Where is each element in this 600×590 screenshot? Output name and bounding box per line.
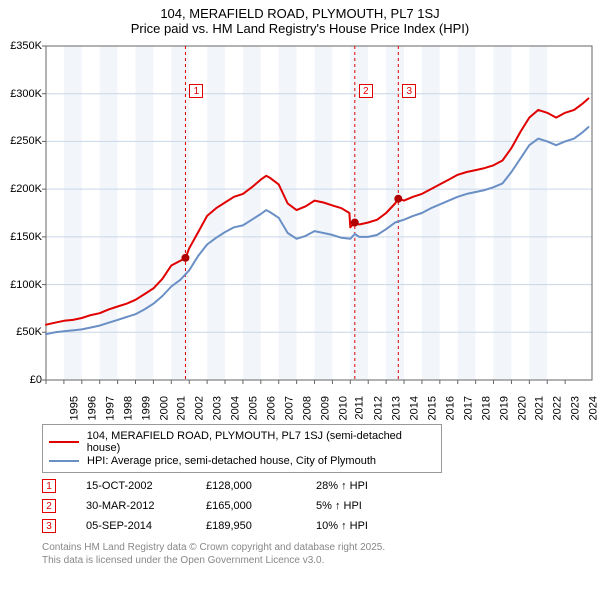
y-tick-label: £300K — [10, 88, 42, 100]
marker-flag: 1 — [189, 84, 203, 98]
sale-price: £165,000 — [206, 500, 316, 512]
y-tick-label: £50K — [16, 326, 42, 338]
sale-diff: 28% ↑ HPI — [316, 480, 416, 492]
legend-row: HPI: Average price, semi-detached house,… — [49, 455, 435, 467]
sale-date: 30-MAR-2012 — [86, 500, 206, 512]
attribution: Contains HM Land Registry data © Crown c… — [42, 541, 592, 567]
chart-svg — [0, 40, 600, 420]
x-tick-label: 2003 — [212, 396, 224, 420]
x-tick-label: 2014 — [409, 396, 421, 420]
legend: 104, MERAFIELD ROAD, PLYMOUTH, PL7 1SJ (… — [42, 424, 442, 473]
sale-row: 1 15-OCT-2002£128,00028% ↑ HPI — [42, 479, 592, 493]
x-tick-label: 1999 — [140, 396, 152, 420]
x-tick-label: 2012 — [373, 396, 385, 420]
x-tick-label: 2021 — [534, 396, 546, 420]
x-tick-label: 2010 — [337, 396, 349, 420]
x-tick-label: 2009 — [319, 396, 331, 420]
y-tick-label: £350K — [10, 40, 42, 52]
sale-marker-num: 3 — [42, 519, 56, 533]
x-tick-label: 2017 — [462, 396, 474, 420]
x-tick-label: 2022 — [552, 396, 564, 420]
legend-row: 104, MERAFIELD ROAD, PLYMOUTH, PL7 1SJ (… — [49, 430, 435, 454]
x-tick-label: 2019 — [498, 396, 510, 420]
x-tick-label: 2007 — [283, 396, 295, 420]
x-tick-label: 1997 — [104, 396, 116, 420]
y-tick-label: £150K — [10, 231, 42, 243]
y-tick-label: £0 — [30, 374, 42, 386]
x-tick-label: 2005 — [248, 396, 260, 420]
y-tick-label: £100K — [10, 279, 42, 291]
legend-swatch — [49, 441, 79, 443]
x-tick-label: 2006 — [265, 396, 277, 420]
chart-area: £0 £50K £100K £150K £200K £250K £300K £350K 199… — [0, 40, 600, 420]
legend-label: HPI: Average price, semi-detached house,… — [87, 455, 376, 467]
sale-diff: 5% ↑ HPI — [316, 500, 416, 512]
attribution-line-1: Contains HM Land Registry data © Crown c… — [42, 541, 592, 554]
sale-date: 05-SEP-2014 — [86, 520, 206, 532]
sale-price: £189,950 — [206, 520, 316, 532]
sales-table: 1 15-OCT-2002£128,00028% ↑ HPI 2 30-MAR-201… — [42, 479, 592, 533]
x-tick-label: 1998 — [122, 396, 134, 420]
sale-row: 3 05-SEP-2014£189,95010% ↑ HPI — [42, 519, 592, 533]
chart-subtitle: Price paid vs. HM Land Registry's House … — [0, 21, 600, 40]
x-tick-label: 2024 — [588, 396, 600, 420]
x-tick-label: 2015 — [427, 396, 439, 420]
x-tick-label: 2013 — [391, 396, 403, 420]
x-tick-label: 2011 — [354, 396, 366, 420]
sale-marker-num: 1 — [42, 479, 56, 493]
x-tick-label: 2023 — [570, 396, 582, 420]
legend-swatch — [49, 460, 79, 462]
x-tick-label: 1996 — [86, 396, 98, 420]
x-tick-label: 1995 — [68, 396, 80, 420]
x-tick-label: 2008 — [301, 396, 313, 420]
x-tick-label: 2002 — [194, 396, 206, 420]
x-tick-label: 2020 — [516, 396, 528, 420]
x-tick-label: 2001 — [176, 396, 188, 420]
chart-title: 104, MERAFIELD ROAD, PLYMOUTH, PL7 1SJ — [0, 0, 600, 21]
y-tick-label: £200K — [10, 183, 42, 195]
x-tick-label: 2018 — [480, 396, 492, 420]
x-tick-label: 2000 — [158, 396, 170, 420]
sale-date: 15-OCT-2002 — [86, 480, 206, 492]
sale-price: £128,000 — [206, 480, 316, 492]
x-tick-label: 2016 — [444, 396, 456, 420]
x-tick-label: 2004 — [230, 396, 242, 420]
sale-marker-num: 2 — [42, 499, 56, 513]
y-tick-label: £250K — [10, 135, 42, 147]
sale-diff: 10% ↑ HPI — [316, 520, 416, 532]
legend-label: 104, MERAFIELD ROAD, PLYMOUTH, PL7 1SJ (… — [87, 430, 435, 454]
marker-flag: 2 — [359, 84, 373, 98]
marker-flag: 3 — [402, 84, 416, 98]
sale-row: 2 30-MAR-2012£165,0005% ↑ HPI — [42, 499, 592, 513]
attribution-line-2: This data is licensed under the Open Gov… — [42, 554, 592, 567]
